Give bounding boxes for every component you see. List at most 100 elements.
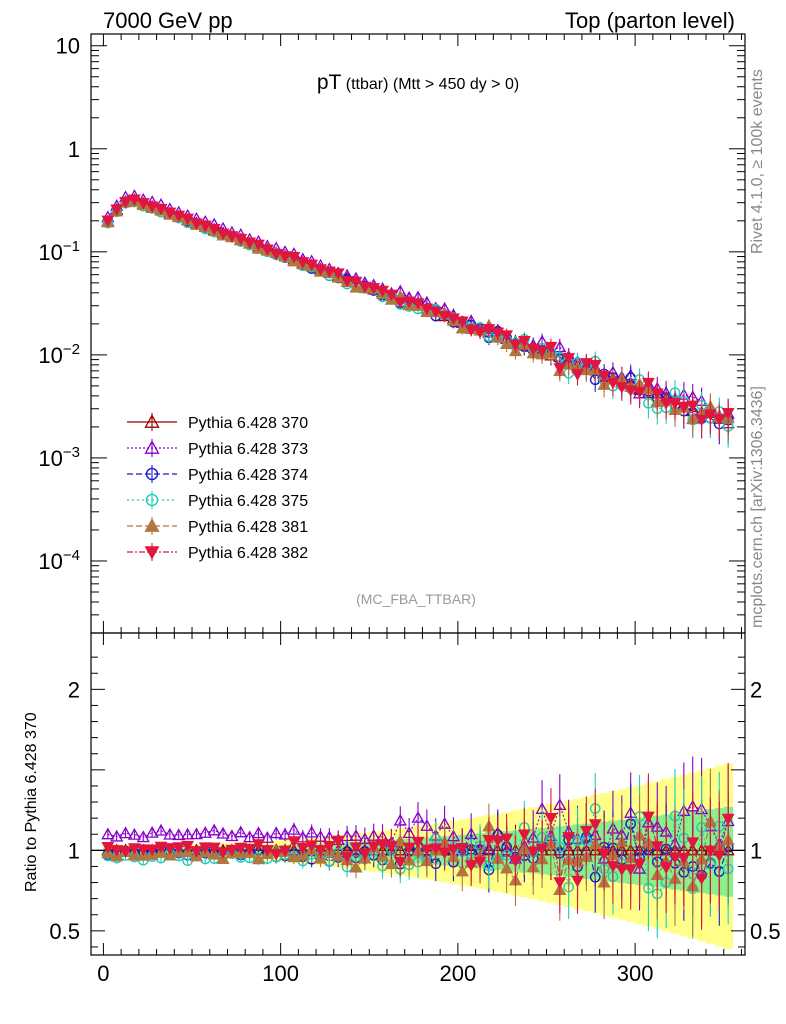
ratio-point bbox=[287, 836, 301, 848]
ratio-point bbox=[189, 827, 204, 840]
data-point bbox=[704, 409, 717, 422]
ratio-series-5 bbox=[101, 762, 735, 930]
ratio-point bbox=[340, 829, 354, 842]
ratio-point bbox=[252, 839, 265, 851]
main-ticks: 10 1 10−1 10−2 10−3 10−4 bbox=[38, 34, 745, 634]
ratio-point bbox=[553, 798, 567, 811]
data-point bbox=[712, 414, 726, 426]
data-point bbox=[198, 220, 212, 233]
ratio-point bbox=[500, 833, 514, 846]
ratio-point bbox=[278, 845, 292, 858]
ratio-point bbox=[473, 856, 487, 869]
data-point bbox=[358, 281, 372, 294]
data-point bbox=[136, 198, 150, 210]
series-5 bbox=[101, 194, 735, 440]
data-point bbox=[376, 285, 389, 298]
ratio-point bbox=[260, 831, 274, 843]
data-point bbox=[500, 330, 514, 343]
data-point bbox=[243, 237, 257, 250]
ratio-y-tick-label-right: 1 bbox=[750, 838, 762, 863]
ratio-y-tick-label: 2 bbox=[68, 677, 80, 702]
ratio-point bbox=[438, 847, 452, 860]
y-tick-label: 10−3 bbox=[38, 444, 80, 471]
ratio-point bbox=[260, 845, 274, 857]
ratio-point bbox=[269, 849, 283, 861]
plot-title-sub: (ttbar) (Mtt > 450 dy > 0) bbox=[346, 76, 519, 93]
ratio-point bbox=[127, 848, 142, 861]
data-point bbox=[482, 324, 496, 336]
data-point bbox=[252, 239, 265, 252]
data-point bbox=[686, 400, 700, 413]
ratio-y-tick-label-right: 2 bbox=[750, 677, 762, 702]
ratio-point bbox=[234, 825, 248, 838]
data-point bbox=[606, 377, 620, 390]
main-data-layer bbox=[101, 189, 735, 448]
ratio-point bbox=[526, 846, 540, 859]
ratio-point bbox=[384, 857, 399, 870]
ratio-point bbox=[349, 842, 363, 855]
ratio-point bbox=[455, 843, 469, 855]
ratio-point bbox=[695, 873, 709, 886]
data-point bbox=[455, 316, 469, 329]
ratio-point bbox=[313, 829, 328, 842]
legend-entry-3: Pythia 6.428 375 bbox=[127, 491, 308, 510]
ratio-point bbox=[721, 813, 735, 826]
ratio-point bbox=[198, 842, 212, 854]
y-tick-label: 10−4 bbox=[38, 547, 80, 574]
plot-title: pT (ttbar) (Mtt > 450 dy > 0) bbox=[317, 71, 519, 94]
legend-label: Pythia 6.428 381 bbox=[188, 519, 308, 536]
ratio-point bbox=[225, 829, 239, 842]
ratio-point bbox=[579, 825, 593, 838]
ratio-point bbox=[464, 860, 478, 872]
legend-label: Pythia 6.428 373 bbox=[188, 441, 308, 458]
data-point bbox=[517, 335, 531, 348]
data-point bbox=[331, 268, 345, 280]
ratio-point bbox=[101, 841, 115, 854]
header-left: 7000 GeV pp bbox=[103, 8, 233, 33]
ratio-point bbox=[650, 841, 664, 853]
data-point bbox=[384, 289, 398, 302]
data-point bbox=[163, 207, 177, 220]
rivet-label: Rivet 4.1.0, ≥ 100k events bbox=[749, 69, 766, 254]
ratio-point bbox=[615, 864, 629, 877]
data-point bbox=[562, 353, 576, 365]
ratio-point bbox=[349, 860, 363, 873]
ratio-point bbox=[216, 847, 230, 859]
data-point bbox=[553, 363, 567, 375]
ratio-panel: 2 2 1 1 0.5 0.5 Ratio to Pythia 6.428 370 bbox=[23, 632, 781, 956]
ratio-point bbox=[331, 835, 345, 848]
ratio-point bbox=[606, 861, 620, 873]
main-panel: 10 1 10−1 10−2 10−3 10−4 pT (ttbar) (Mtt > 45… bbox=[38, 33, 746, 634]
ratio-point bbox=[136, 830, 150, 843]
data-point bbox=[721, 408, 735, 420]
y-tick-label: 10−2 bbox=[38, 341, 80, 368]
main-frame bbox=[90, 33, 746, 634]
ratio-point bbox=[127, 827, 142, 840]
ratio-point bbox=[411, 836, 425, 849]
data-point bbox=[420, 303, 434, 316]
data-point bbox=[579, 358, 593, 370]
ratio-point bbox=[180, 827, 195, 840]
ratio-point bbox=[500, 861, 514, 874]
ratio-point bbox=[145, 825, 159, 838]
header-right: Top (parton level) bbox=[565, 8, 735, 33]
ratio-frame bbox=[90, 632, 746, 956]
ratio-point bbox=[393, 813, 407, 826]
ratio-point bbox=[340, 851, 354, 864]
ratio-point bbox=[641, 811, 655, 824]
data-point bbox=[110, 204, 124, 217]
analysis-tag: (MC_FBA_TTBAR) bbox=[356, 591, 476, 607]
ratio-point bbox=[118, 826, 133, 839]
ratio-point bbox=[571, 875, 584, 888]
legend-marker bbox=[144, 414, 160, 428]
y-tick-label: 1 bbox=[68, 137, 80, 162]
legend-entry-2: Pythia 6.428 374 bbox=[127, 465, 308, 484]
data-point bbox=[668, 398, 682, 410]
data-point bbox=[544, 341, 558, 354]
ratio-point bbox=[119, 846, 132, 858]
ratio-y-label: Ratio to Pythia 6.428 370 bbox=[23, 712, 40, 892]
ratio-point bbox=[659, 862, 673, 875]
data-point bbox=[650, 388, 664, 401]
ratio-point bbox=[686, 837, 700, 849]
ratio-point bbox=[145, 844, 159, 857]
